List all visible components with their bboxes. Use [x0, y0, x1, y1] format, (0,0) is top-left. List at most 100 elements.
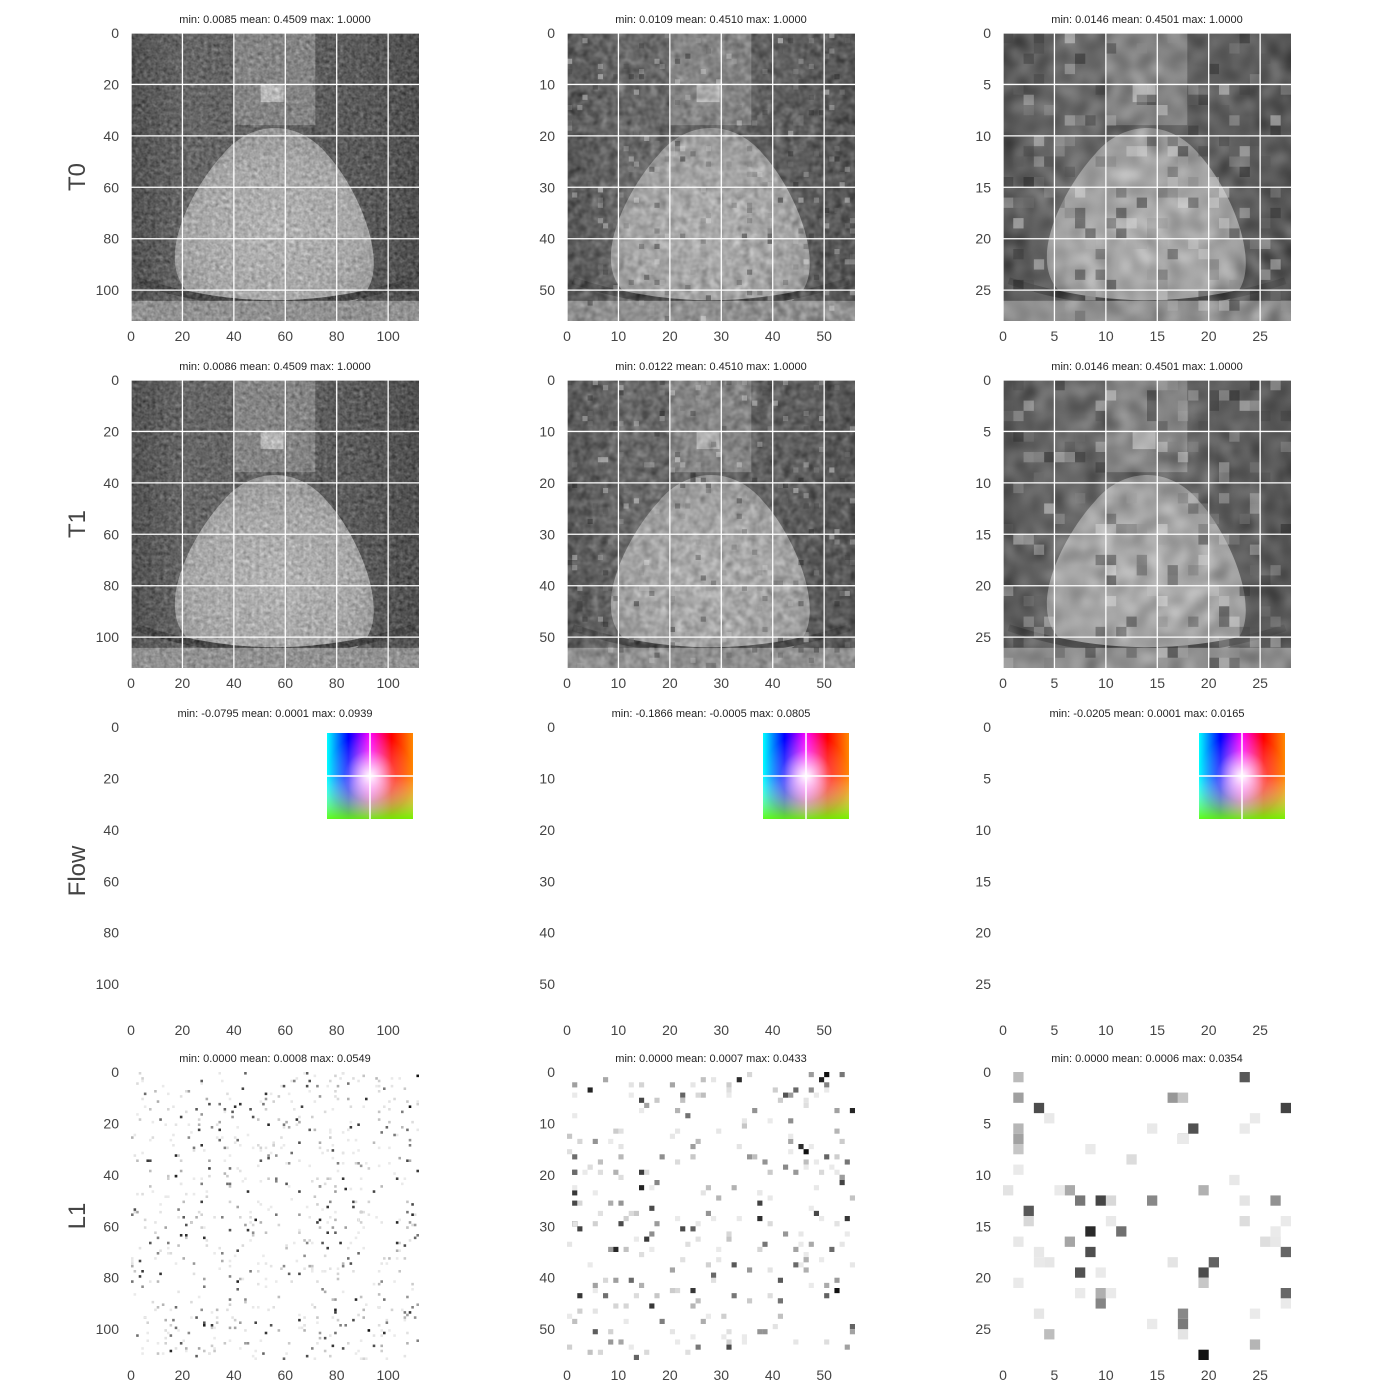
- image-pixel: [592, 380, 598, 386]
- error-pixel: [236, 1205, 239, 1209]
- image-pixel: [783, 498, 789, 504]
- image-pixel: [824, 89, 830, 95]
- image-pixel: [1033, 177, 1045, 188]
- error-pixel: [352, 1318, 355, 1322]
- y-tick-label: 40: [103, 822, 119, 838]
- image-pixel: [685, 632, 691, 638]
- image-pixel: [1054, 400, 1065, 411]
- image-pixel: [1075, 310, 1086, 321]
- error-pixel: [203, 1277, 206, 1281]
- error-pixel: [649, 1205, 655, 1211]
- image-pixel: [1023, 452, 1034, 463]
- error-pixel: [1270, 1236, 1281, 1247]
- error-pixel: [377, 1118, 381, 1121]
- error-pixel: [146, 1159, 149, 1162]
- image-pixel: [829, 534, 835, 540]
- error-pixel: [567, 1241, 573, 1247]
- image-pixel: [1177, 647, 1189, 658]
- image-pixel: [834, 601, 840, 607]
- image-pixel: [834, 74, 840, 80]
- image-pixel: [844, 642, 850, 648]
- x-tick-label: 10: [1098, 675, 1114, 691]
- x-tick-label: 60: [277, 1022, 293, 1038]
- image-pixel: [1219, 606, 1230, 617]
- image-pixel: [1126, 647, 1137, 658]
- error-pixel: [226, 1182, 229, 1186]
- error-pixel: [305, 1084, 309, 1088]
- image-pixel: [1075, 431, 1086, 442]
- image-pixel: [752, 400, 758, 406]
- error-pixel: [587, 1262, 593, 1268]
- error-pixel: [218, 1267, 221, 1270]
- error-pixel: [741, 1339, 747, 1345]
- image-pixel: [608, 647, 614, 653]
- image-pixel: [1044, 616, 1055, 627]
- error-pixel: [839, 1180, 845, 1186]
- error-pixel: [572, 1113, 578, 1119]
- image-pixel: [690, 151, 696, 157]
- error-pixel: [226, 1146, 229, 1150]
- error-pixel: [403, 1244, 407, 1247]
- image-pixel: [1157, 657, 1168, 668]
- image-pixel: [1229, 43, 1240, 54]
- error-pixel: [303, 1329, 306, 1332]
- error-pixel: [336, 1162, 340, 1165]
- error-pixel: [413, 1236, 417, 1240]
- image-pixel: [1177, 410, 1189, 422]
- error-pixel: [161, 1303, 165, 1306]
- error-pixel: [783, 1164, 789, 1170]
- image-pixel: [705, 295, 711, 301]
- error-pixel: [334, 1298, 337, 1301]
- error-pixel: [597, 1210, 603, 1216]
- error-pixel: [628, 1082, 634, 1088]
- image-pixel: [1054, 452, 1065, 463]
- error-pixel: [241, 1180, 245, 1183]
- x-tick-label: 20: [662, 675, 678, 691]
- error-pixel: [138, 1259, 142, 1263]
- image-pixel: [669, 596, 675, 602]
- error-pixel: [239, 1277, 242, 1281]
- error-pixel: [393, 1097, 396, 1101]
- image-pixel: [808, 171, 814, 177]
- image-pixel: [1177, 156, 1189, 167]
- image-pixel: [767, 295, 773, 301]
- y-tick-label: 15: [975, 873, 991, 889]
- image-pixel: [613, 223, 619, 229]
- x-tick-label: 0: [999, 1022, 1007, 1038]
- image-pixel: [1075, 269, 1086, 280]
- error-pixel: [567, 1344, 573, 1350]
- image-pixel: [1249, 503, 1261, 514]
- image-pixel: [726, 259, 732, 265]
- image-pixel: [839, 590, 845, 596]
- error-pixel: [133, 1154, 137, 1157]
- error-pixel: [197, 1295, 201, 1299]
- error-pixel: [603, 1293, 609, 1299]
- x-tick-label: 40: [765, 1022, 781, 1038]
- error-pixel: [233, 1326, 237, 1330]
- error-pixel: [172, 1318, 175, 1322]
- error-pixel: [1239, 1216, 1250, 1227]
- error-pixel: [316, 1280, 319, 1283]
- image-pixel: [834, 539, 840, 545]
- error-pixel: [388, 1146, 391, 1150]
- error-pixel: [164, 1329, 167, 1332]
- error-pixel: [313, 1195, 317, 1198]
- image-pixel: [1095, 462, 1106, 473]
- error-pixel: [264, 1262, 268, 1265]
- error-pixel: [146, 1321, 149, 1324]
- error-pixel: [639, 1282, 645, 1288]
- error-pixel: [223, 1159, 227, 1162]
- error-pixel-max: [367, 1329, 371, 1332]
- error-pixel-max: [834, 1288, 840, 1294]
- error-pixel: [357, 1079, 360, 1083]
- y-tick-label: 60: [103, 1218, 119, 1234]
- error-pixel: [177, 1216, 180, 1219]
- image-pixel: [1229, 647, 1240, 658]
- image-pixel: [1157, 238, 1168, 249]
- image-pixel: [808, 63, 814, 69]
- image-pixel: [628, 74, 634, 80]
- error-pixel: [1013, 1144, 1024, 1155]
- panel-title: min: 0.0085 mean: 0.4509 max: 1.0000: [179, 14, 370, 26]
- image-pixel: [1095, 524, 1106, 535]
- error-pixel: [572, 1185, 578, 1191]
